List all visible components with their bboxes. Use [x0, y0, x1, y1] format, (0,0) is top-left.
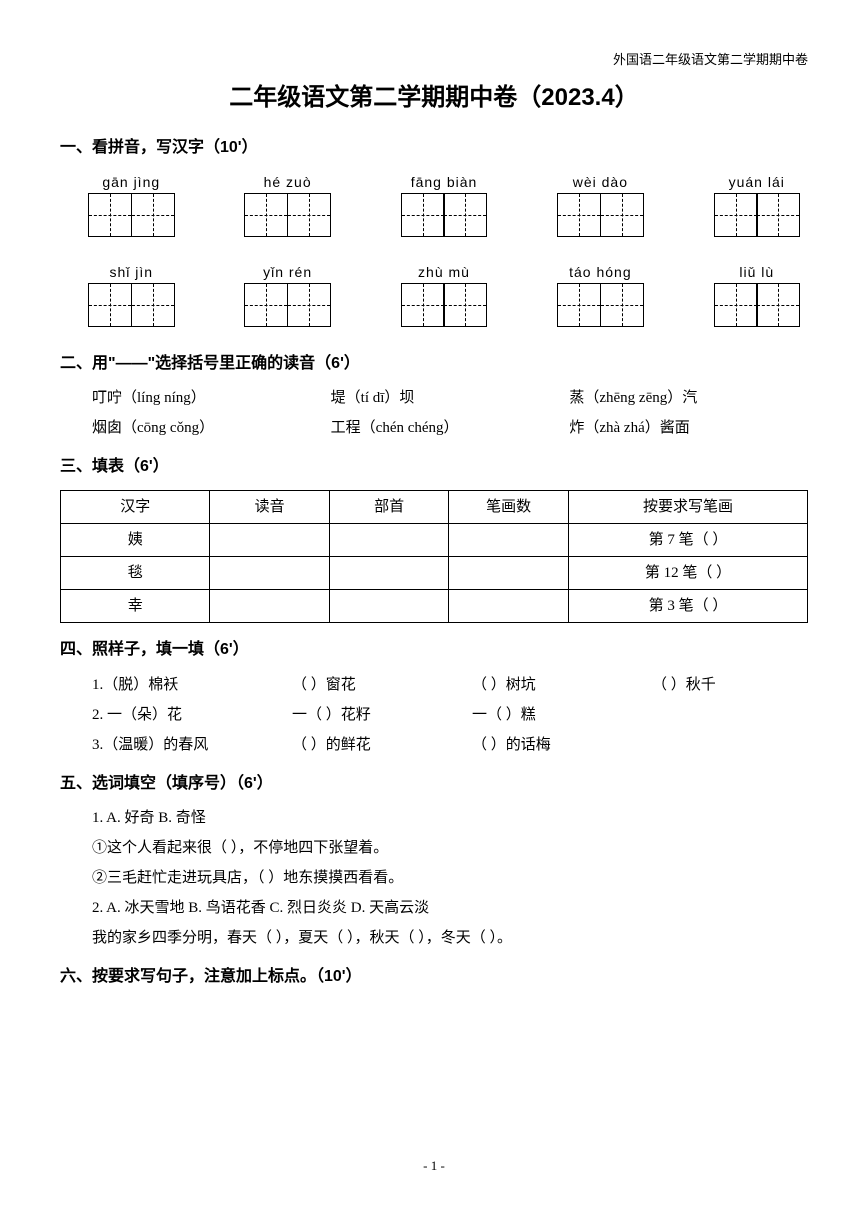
pinyin-text: shǐ jìn	[109, 261, 153, 279]
td: 幸	[61, 589, 210, 622]
q2-item: 烟囱（cōng cǒng）	[92, 416, 331, 440]
tian-grid[interactable]	[88, 193, 175, 237]
q2-body: 叮咛（líng níng） 堤（tí dī）坝 蒸（zhēng zēng）汽 烟…	[60, 386, 808, 440]
exam-title: 二年级语文第二学期期中卷（2023.4）	[60, 79, 808, 117]
q4-body: 1.（脱）棉袄 （ ）窗花 （ ）树坑 （ ）秋千 2. 一（朵）花 一（ ）花…	[60, 673, 808, 757]
th: 汉字	[61, 490, 210, 523]
tian-grid[interactable]	[714, 283, 801, 327]
pinyin-block: shǐ jìn	[88, 261, 175, 327]
pinyin-block: gān jìng	[88, 171, 175, 237]
q1-head: 一、看拼音，写汉字（10'）	[60, 135, 808, 161]
pinyin-block: wèi dào	[557, 171, 644, 237]
th: 按要求写笔画	[568, 490, 807, 523]
pinyin-text: yǐn rén	[263, 261, 312, 279]
q4-cell	[652, 703, 808, 727]
pinyin-text: táo hóng	[569, 261, 632, 279]
table-row: 姨 第 7 笔（ ）	[61, 523, 808, 556]
tian-grid[interactable]	[401, 283, 488, 327]
pinyin-text: fāng biàn	[411, 171, 478, 189]
td[interactable]: 第 7 笔（ ）	[568, 523, 807, 556]
q4-cell: （ ）窗花	[292, 673, 472, 697]
q4-cell: 2. 一（朵）花	[92, 703, 292, 727]
q2-item: 蒸（zhēng zēng）汽	[569, 386, 808, 410]
tian-grid[interactable]	[557, 283, 644, 327]
q4-head: 四、照样子，填一填（6'）	[60, 637, 808, 663]
td[interactable]	[329, 556, 449, 589]
table-row: 毯 第 12 笔（ ）	[61, 556, 808, 589]
q5-line: 2. A. 冰天雪地 B. 鸟语花香 C. 烈日炎炎 D. 天高云淡	[60, 896, 808, 920]
q4-cell	[652, 733, 808, 757]
q4-cell: （ ）秋千	[652, 673, 808, 697]
q3-table: 汉字 读音 部首 笔画数 按要求写笔画 姨 第 7 笔（ ） 毯 第 12 笔（…	[60, 490, 808, 623]
q4-cell: 一（ ）花籽	[292, 703, 472, 727]
td[interactable]: 第 12 笔（ ）	[568, 556, 807, 589]
page-container: { "header_right": "外国语二年级语文第二学期期中卷", "ti…	[60, 50, 808, 1197]
td[interactable]	[449, 556, 569, 589]
page-number: - 1 -	[60, 1156, 808, 1177]
pinyin-block: liǔ lù	[714, 261, 801, 327]
q5-sub: 我的家乡四季分明，春天（ ），夏天（ ），秋天（ ），冬天（ ）。	[60, 926, 808, 950]
tian-grid[interactable]	[244, 283, 331, 327]
q4-cell: 一（ ）糕	[472, 703, 652, 727]
q4-cell: 1.（脱）棉袄	[92, 673, 292, 697]
th: 笔画数	[449, 490, 569, 523]
td[interactable]	[210, 523, 330, 556]
pinyin-block: zhù mù	[401, 261, 488, 327]
pinyin-block: táo hóng	[557, 261, 644, 327]
pinyin-block: yǐn rén	[244, 261, 331, 327]
q4-cell: （ ）树坑	[472, 673, 652, 697]
table-row: 汉字 读音 部首 笔画数 按要求写笔画	[61, 490, 808, 523]
q2-item: 叮咛（líng níng）	[92, 386, 331, 410]
th: 部首	[329, 490, 449, 523]
tian-grid[interactable]	[244, 193, 331, 237]
pinyin-text: liǔ lù	[739, 261, 774, 279]
q4-cell: 3.（温暖）的春风	[92, 733, 292, 757]
table-row: 幸 第 3 笔（ ）	[61, 589, 808, 622]
tian-grid[interactable]	[88, 283, 175, 327]
tian-grid[interactable]	[401, 193, 488, 237]
pinyin-block: yuán lái	[714, 171, 801, 237]
q5-sub: ①这个人看起来很（ ），不停地四下张望着。	[60, 836, 808, 860]
header-right: 外国语二年级语文第二学期期中卷	[60, 50, 808, 71]
td[interactable]: 第 3 笔（ ）	[568, 589, 807, 622]
td[interactable]	[449, 523, 569, 556]
q3-head: 三、填表（6'）	[60, 454, 808, 480]
th: 读音	[210, 490, 330, 523]
tian-grid[interactable]	[714, 193, 801, 237]
td[interactable]	[210, 589, 330, 622]
q2-item: 炸（zhà zhá）酱面	[569, 416, 808, 440]
q2-item: 堤（tí dī）坝	[331, 386, 570, 410]
q1-row1: gān jìng hé zuò fāng biàn wèi dào yuán l…	[60, 171, 808, 237]
td[interactable]	[329, 523, 449, 556]
pinyin-text: yuán lái	[729, 171, 785, 189]
td: 姨	[61, 523, 210, 556]
pinyin-text: hé zuò	[264, 171, 312, 189]
pinyin-text: zhù mù	[418, 261, 470, 279]
q4-cell: （ ）的鲜花	[292, 733, 472, 757]
q5-head: 五、选词填空（填序号）（6'）	[60, 771, 808, 797]
pinyin-text: gān jìng	[102, 171, 160, 189]
td[interactable]	[329, 589, 449, 622]
td[interactable]	[449, 589, 569, 622]
pinyin-block: fāng biàn	[401, 171, 488, 237]
q1-row2: shǐ jìn yǐn rén zhù mù táo hóng liǔ lù	[60, 261, 808, 327]
pinyin-block: hé zuò	[244, 171, 331, 237]
tian-grid[interactable]	[557, 193, 644, 237]
td: 毯	[61, 556, 210, 589]
q6-head: 六、按要求写句子，注意加上标点。（10'）	[60, 964, 808, 990]
pinyin-text: wèi dào	[573, 171, 628, 189]
td[interactable]	[210, 556, 330, 589]
q5-sub: ②三毛赶忙走进玩具店，（ ）地东摸摸西看看。	[60, 866, 808, 890]
q5-line: 1. A. 好奇 B. 奇怪	[60, 806, 808, 830]
q4-cell: （ ）的话梅	[472, 733, 652, 757]
q2-head: 二、用"——"选择括号里正确的读音（6'）	[60, 351, 808, 377]
q2-item: 工程（chén chéng）	[331, 416, 570, 440]
